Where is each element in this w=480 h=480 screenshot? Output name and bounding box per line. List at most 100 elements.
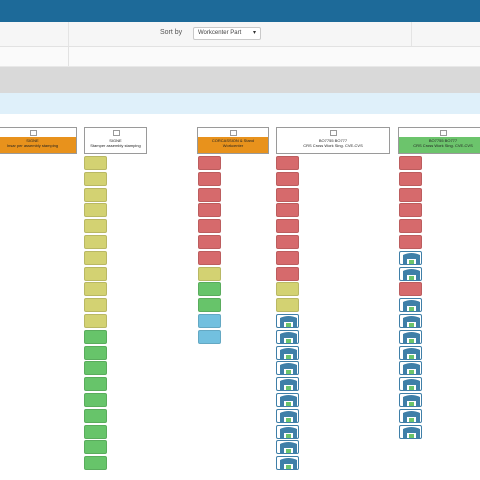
job-tile[interactable]: [399, 298, 422, 313]
sort-by-value: Workcenter Part: [198, 30, 242, 36]
job-tile[interactable]: [276, 203, 299, 218]
column-status-band: [0, 137, 76, 153]
job-tile[interactable]: [276, 219, 299, 234]
job-tile[interactable]: [276, 424, 299, 439]
job-tile[interactable]: [84, 345, 107, 360]
job-tile[interactable]: [276, 282, 299, 297]
machine-icon: [403, 316, 420, 327]
job-tile[interactable]: [198, 203, 221, 218]
machine-icon: [403, 363, 420, 375]
job-tile[interactable]: [198, 282, 221, 297]
job-tile[interactable]: [198, 219, 221, 234]
job-tile[interactable]: [399, 187, 422, 202]
column-checkbox[interactable]: [112, 130, 120, 136]
column-title: BO7755 BO777: [428, 138, 458, 143]
column-header-col3[interactable]: CORCASSION & Stand Workcenter: [197, 127, 269, 154]
job-tile[interactable]: [399, 329, 422, 344]
job-tile[interactable]: [84, 266, 107, 281]
job-tile[interactable]: [399, 408, 422, 423]
job-tile[interactable]: [84, 329, 107, 344]
job-tile[interactable]: [276, 171, 299, 186]
job-tile[interactable]: [84, 456, 107, 471]
job-tile[interactable]: [399, 314, 422, 328]
job-tile[interactable]: [84, 171, 107, 186]
job-tile[interactable]: [276, 329, 299, 344]
job-tile[interactable]: [84, 377, 107, 392]
job-tile[interactable]: [276, 408, 299, 423]
machine-icon: [280, 458, 297, 470]
job-tile[interactable]: [399, 424, 422, 439]
job-tile[interactable]: [399, 282, 422, 297]
job-tile[interactable]: [84, 298, 107, 313]
job-tile[interactable]: [84, 314, 107, 328]
job-tile[interactable]: [276, 187, 299, 202]
job-tile[interactable]: [276, 156, 299, 170]
job-tile[interactable]: [276, 440, 299, 455]
job-tile[interactable]: [399, 393, 422, 407]
column-header-col4[interactable]: BO7755 BO777 CRS Cross Work Sing. CVE-CVS: [276, 127, 390, 154]
group-header-bar: [0, 67, 480, 93]
job-tile[interactable]: [276, 377, 299, 392]
column-checkbox[interactable]: [230, 130, 237, 136]
job-tile[interactable]: [399, 250, 422, 265]
filter-cell[interactable]: [0, 47, 69, 66]
job-tile[interactable]: [276, 456, 299, 471]
job-tile[interactable]: [84, 282, 107, 297]
job-tile[interactable]: [276, 266, 299, 281]
column-header-col1[interactable]: SIGNE Insar per assembly stamping: [0, 127, 77, 154]
job-tile[interactable]: [276, 250, 299, 265]
column-checkbox[interactable]: [330, 130, 337, 136]
job-tile[interactable]: [198, 298, 221, 313]
column-checkbox[interactable]: [440, 130, 447, 136]
job-tile[interactable]: [84, 361, 107, 376]
job-tile[interactable]: [84, 203, 107, 218]
job-tile[interactable]: [198, 329, 221, 344]
job-tile[interactable]: [276, 345, 299, 360]
machine-icon: [403, 395, 420, 406]
job-tile[interactable]: [399, 156, 422, 170]
column-subtitle: Workcenter: [222, 143, 244, 148]
column-status-band: [198, 137, 268, 153]
job-tile[interactable]: [198, 266, 221, 281]
job-tile[interactable]: [198, 156, 221, 170]
column-header-col2[interactable]: SIGNE Stamper assembly stamping: [84, 127, 147, 154]
machine-icon: [403, 379, 420, 391]
job-tile[interactable]: [84, 424, 107, 439]
machine-icon: [280, 363, 297, 375]
job-tile[interactable]: [84, 235, 107, 249]
job-tile[interactable]: [84, 250, 107, 265]
job-tile[interactable]: [198, 171, 221, 186]
job-tile[interactable]: [84, 393, 107, 407]
job-tile[interactable]: [198, 250, 221, 265]
column-status-band: [399, 137, 480, 153]
job-tile[interactable]: [399, 361, 422, 376]
job-tile[interactable]: [276, 361, 299, 376]
job-tile[interactable]: [198, 187, 221, 202]
machine-icon: [280, 426, 297, 438]
machine-icon: [280, 379, 297, 391]
job-tile[interactable]: [399, 377, 422, 392]
job-tile[interactable]: [276, 298, 299, 313]
job-tile[interactable]: [276, 314, 299, 328]
job-tile[interactable]: [84, 440, 107, 455]
job-tile[interactable]: [399, 203, 422, 218]
job-tile[interactable]: [198, 235, 221, 249]
machine-icon: [403, 331, 420, 343]
job-tile[interactable]: [399, 219, 422, 234]
column-title: SIGNE: [109, 138, 122, 143]
job-tile[interactable]: [84, 156, 107, 170]
job-tile[interactable]: [84, 187, 107, 202]
filter-bar: [0, 47, 480, 67]
job-tile[interactable]: [399, 171, 422, 186]
job-tile[interactable]: [399, 345, 422, 360]
job-tile[interactable]: [84, 408, 107, 423]
job-tile[interactable]: [399, 266, 422, 281]
sort-by-select[interactable]: Workcenter Part ▾: [193, 27, 261, 40]
job-tile[interactable]: [84, 219, 107, 234]
column-header-col5[interactable]: BO7755 BO777 CRS Cross Work Sing. CVE-CVS: [398, 127, 480, 154]
job-tile[interactable]: [276, 235, 299, 249]
column-checkbox[interactable]: [29, 130, 37, 136]
job-tile[interactable]: [198, 314, 221, 328]
job-tile[interactable]: [399, 235, 422, 249]
job-tile[interactable]: [276, 393, 299, 407]
